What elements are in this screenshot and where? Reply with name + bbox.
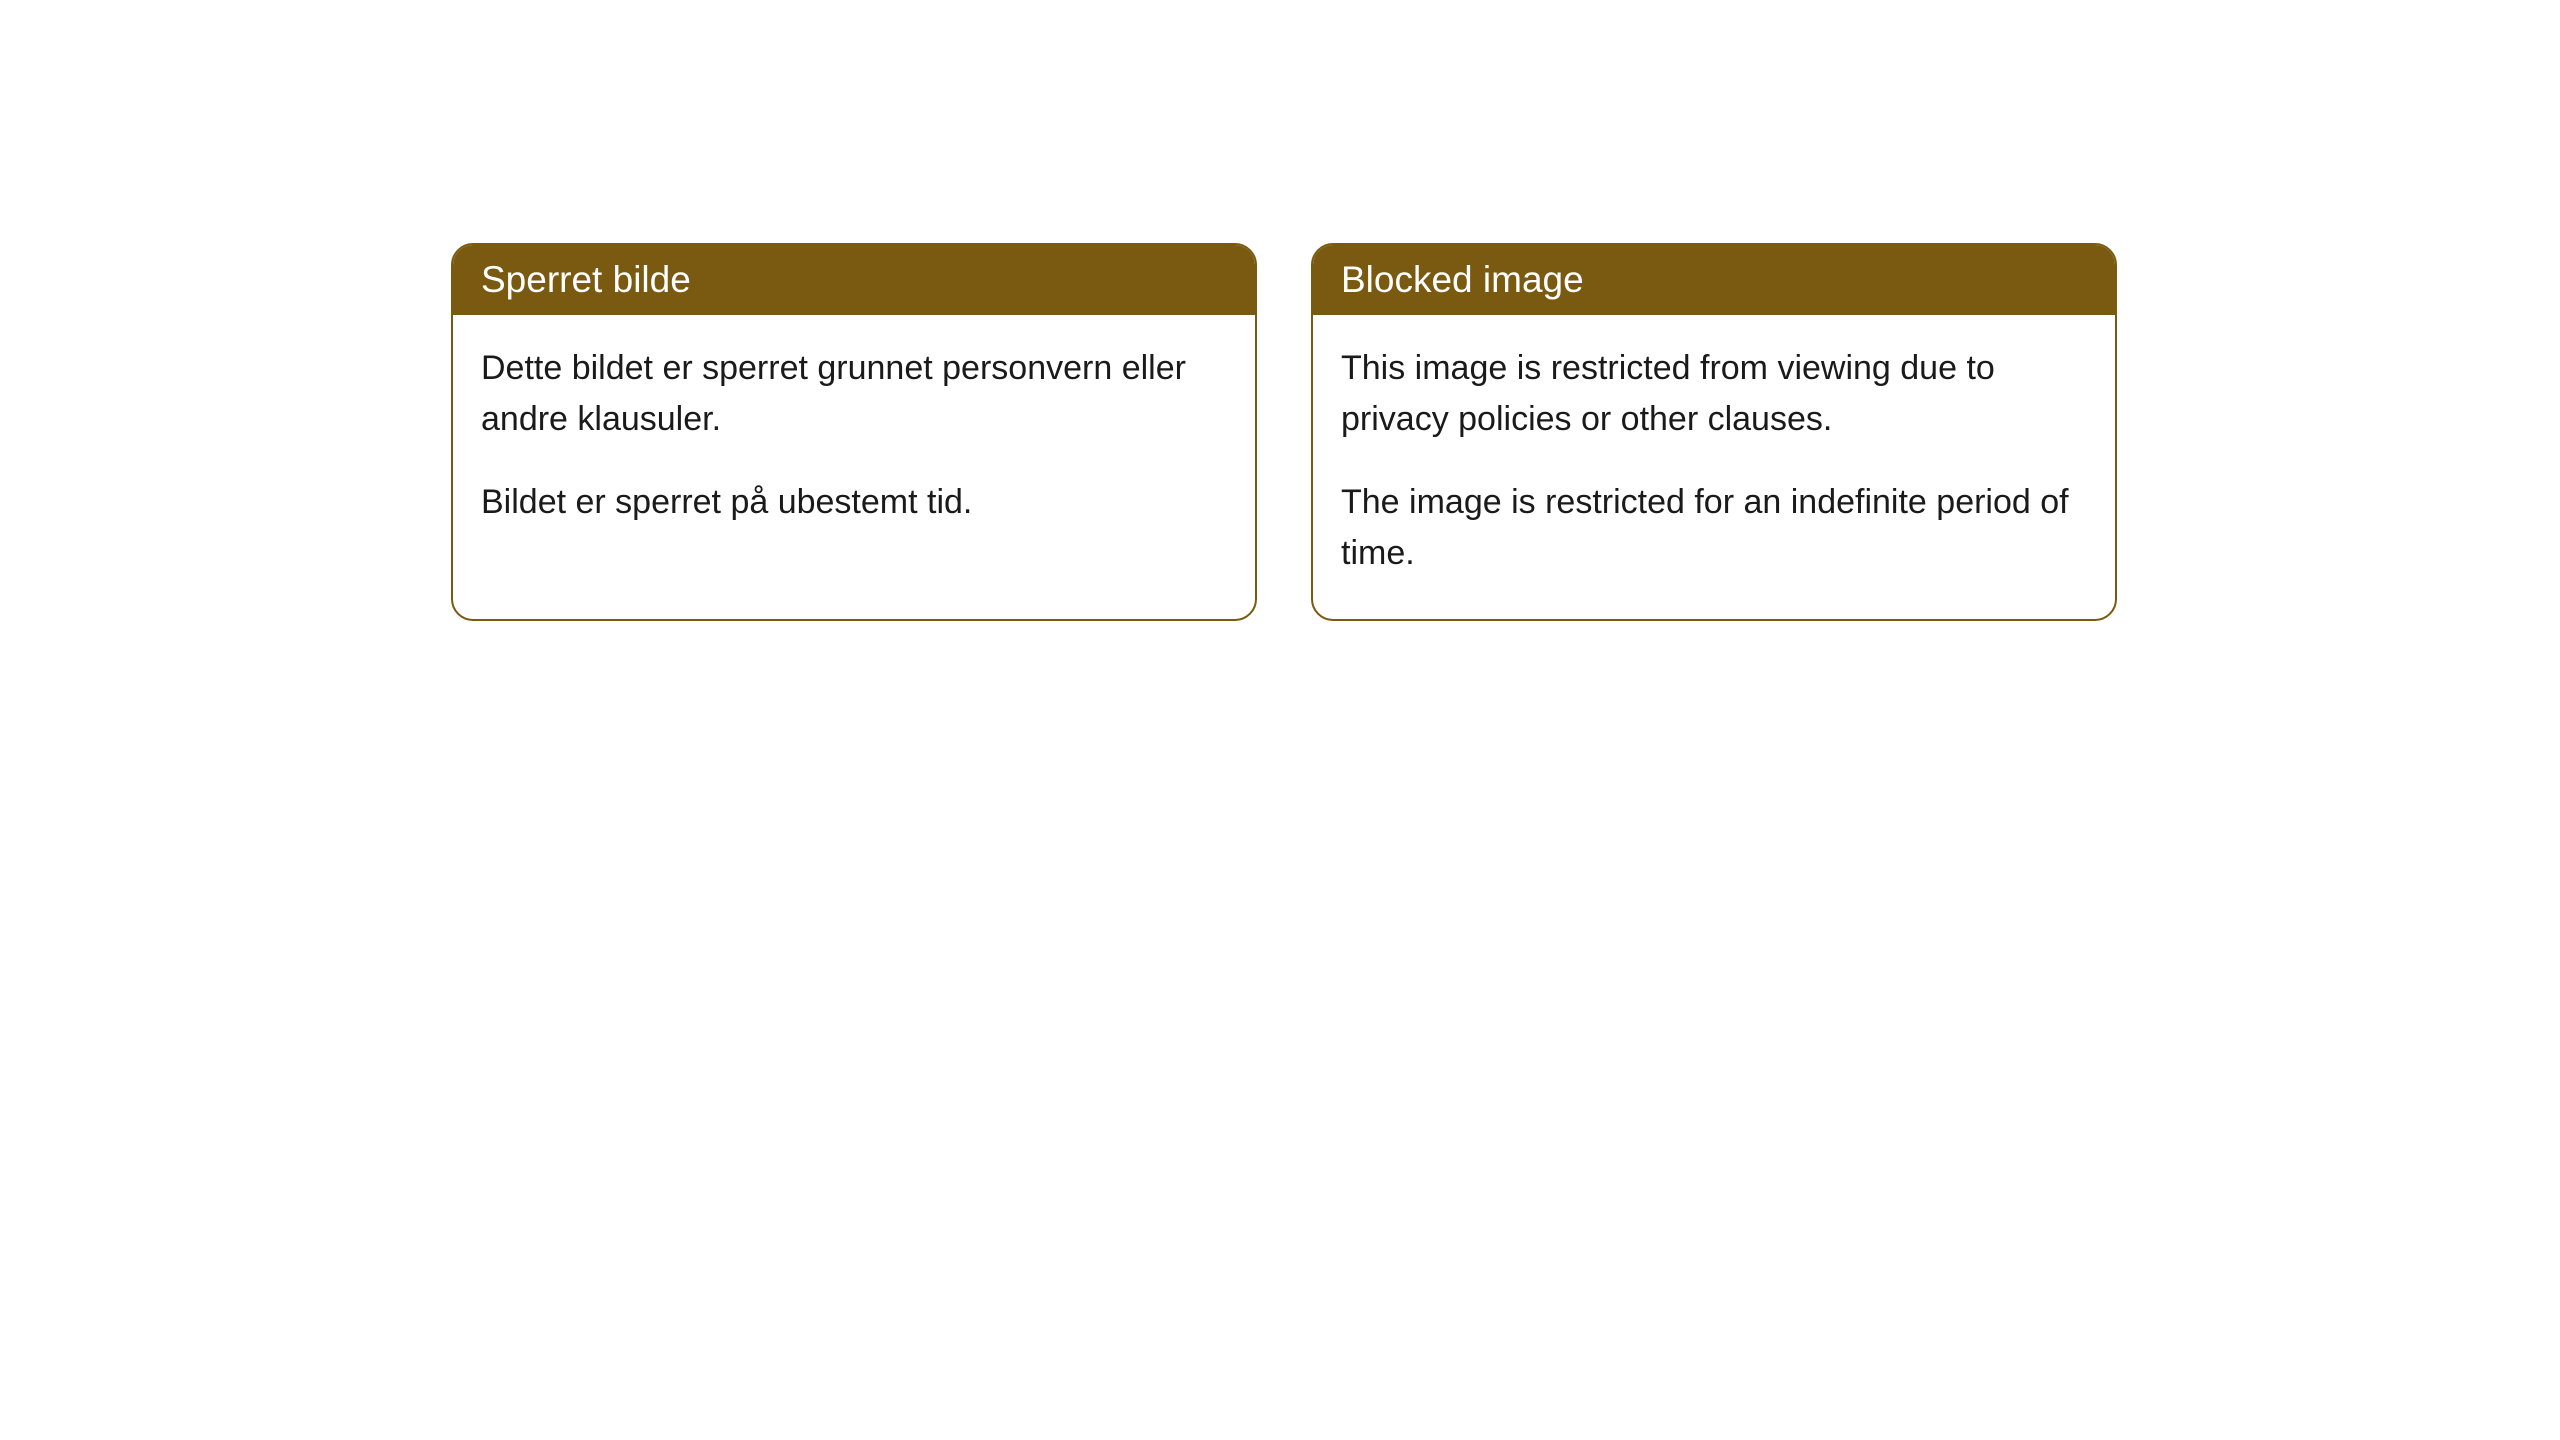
card-title: Blocked image (1341, 259, 1584, 300)
blocked-image-card-norwegian: Sperret bilde Dette bildet er sperret gr… (451, 243, 1257, 621)
card-paragraph: Dette bildet er sperret grunnet personve… (481, 343, 1227, 445)
blocked-image-card-english: Blocked image This image is restricted f… (1311, 243, 2117, 621)
card-paragraph: Bildet er sperret på ubestemt tid. (481, 477, 1227, 528)
card-paragraph: This image is restricted from viewing du… (1341, 343, 2087, 445)
card-title: Sperret bilde (481, 259, 691, 300)
card-paragraph: The image is restricted for an indefinit… (1341, 477, 2087, 579)
card-body: This image is restricted from viewing du… (1313, 315, 2115, 619)
card-header: Blocked image (1313, 245, 2115, 315)
notice-container: Sperret bilde Dette bildet er sperret gr… (0, 0, 2560, 621)
card-body: Dette bildet er sperret grunnet personve… (453, 315, 1255, 568)
card-header: Sperret bilde (453, 245, 1255, 315)
